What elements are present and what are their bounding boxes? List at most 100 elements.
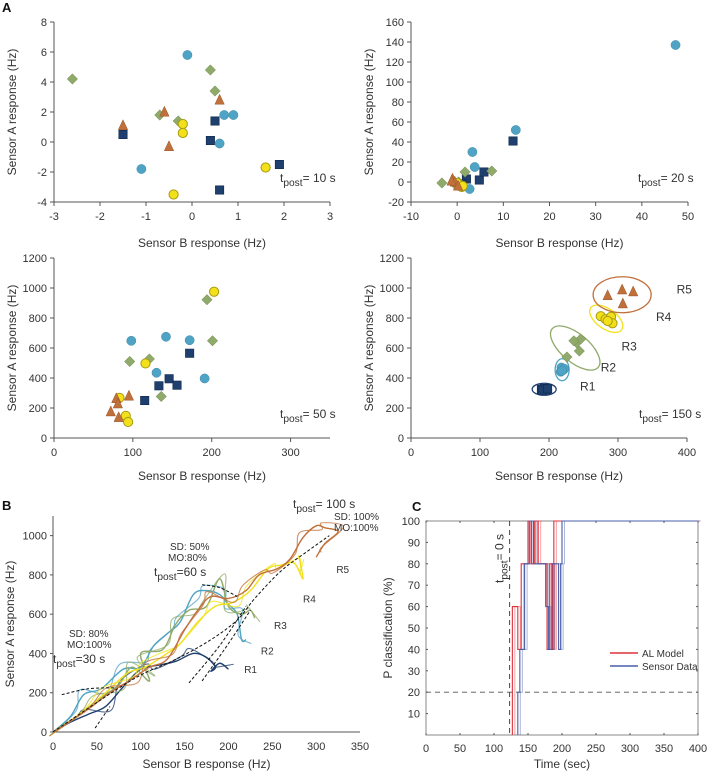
t-post-annotation: tpost= 150 s — [639, 407, 701, 425]
x-tick-label: 100 — [132, 741, 150, 753]
cluster-label: R5 — [677, 282, 693, 296]
y-tick-label: -20 — [388, 197, 404, 209]
y-tick-label: 10 — [408, 709, 420, 721]
point-R1 — [185, 348, 195, 358]
region-label: R5 — [336, 565, 349, 576]
y-tick-label: 40 — [408, 644, 420, 656]
point-R2 — [126, 335, 137, 346]
t-post-annotation: tpost= 20 s — [638, 171, 694, 189]
panel-C: 0 50 100 150 200 250 300 350 400 10 20 30 40 50 60 70 80… — [381, 516, 707, 771]
y-tick-label: 20 — [392, 157, 404, 169]
annotation-line: MO:100% — [67, 640, 112, 651]
y-tick-label: 600 — [29, 343, 47, 355]
y-tick-label: 90 — [408, 537, 420, 549]
point-R3 — [573, 345, 585, 357]
point-R1 — [474, 175, 484, 185]
point-R2 — [136, 164, 147, 174]
y-tick-label: 0 — [41, 433, 47, 445]
point-R5 — [163, 140, 175, 151]
x-tick-label: -2 — [95, 211, 105, 223]
y-tick-label: -4 — [37, 197, 47, 209]
point-R2 — [214, 138, 225, 149]
y-tick-label: 400 — [386, 373, 404, 385]
point-R3 — [459, 166, 471, 178]
t-post-annotation: tpost=30 s — [53, 652, 105, 670]
x-tick-label: 350 — [351, 741, 369, 753]
point-R3 — [155, 390, 167, 403]
x-tick-label: 50 — [682, 211, 694, 223]
dashed-mean-trajectory — [52, 535, 330, 733]
x-axis-label: Time (sec) — [534, 757, 590, 771]
point-R4 — [208, 286, 220, 297]
y-axis-label: Sensor A response (Hz) — [3, 561, 17, 688]
panel-A1: -3 -2 -1 0 1 2 3 -4 -2 0 2 4 6 8 Sensor A response (Hz… — [5, 17, 336, 250]
region-label: R3 — [274, 621, 287, 632]
y-axis-label: Sensor A response (Hz) — [362, 285, 376, 412]
cluster-label: R2 — [601, 360, 617, 374]
point-R2 — [670, 40, 681, 50]
y-tick-label: 60 — [408, 602, 420, 614]
x-tick-label: 300 — [609, 447, 627, 459]
tpost-label: tpost= 0 s — [493, 534, 511, 583]
x-tick-label: 0 — [51, 447, 57, 459]
y-tick-label: 0 — [398, 177, 404, 189]
x-axis-label: Sensor B response (Hz) — [495, 469, 623, 483]
point-R1 — [543, 384, 553, 394]
annotation-line: MO:80% — [168, 553, 207, 564]
point-R3 — [568, 335, 580, 347]
y-tick-label: 2 — [41, 107, 47, 119]
y-tick-label: 1200 — [23, 253, 47, 265]
point-R5 — [446, 174, 457, 186]
trajectory-R1 — [52, 652, 229, 733]
point-R5 — [617, 297, 628, 309]
point-R1 — [205, 136, 215, 146]
y-tick-label: 50 — [408, 623, 420, 635]
x-tick-label: 250 — [587, 743, 605, 755]
x-tick-label: 200 — [553, 743, 571, 755]
cluster-ellipse-R4 — [589, 304, 624, 334]
point-R1 — [172, 380, 182, 390]
point-R4 — [168, 189, 179, 200]
x-tick-label: 300 — [281, 447, 299, 459]
x-tick-label: 100 — [485, 743, 503, 755]
point-R4 — [260, 162, 271, 173]
point-R3 — [201, 294, 213, 306]
point-R2 — [467, 147, 478, 157]
panel-letter-A: A — [2, 0, 12, 15]
point-R3 — [486, 165, 498, 177]
point-R4 — [123, 416, 134, 428]
annotation-line: SD: 50% — [170, 542, 210, 553]
dashed-low-branch — [94, 706, 111, 729]
y-tick-label: 140 — [386, 37, 404, 49]
y-tick-label: 600 — [29, 609, 47, 621]
x-tick-label: 50 — [454, 743, 466, 755]
x-tick-label: 10 — [497, 211, 509, 223]
dashed-t30-isochrone — [61, 687, 115, 696]
y-tick-label: 200 — [386, 403, 404, 415]
x-tick-label: 20 — [543, 211, 555, 223]
panel-A3: 0 100 200 300 0 200 400 600 800 1000 1200 Sensor A … — [5, 253, 336, 483]
point-R5 — [112, 397, 123, 409]
point-R1 — [140, 395, 150, 405]
step-line-sensor_data — [517, 520, 698, 735]
x-tick-label: 0 — [50, 741, 56, 753]
x-tick-label: -1 — [141, 211, 151, 223]
cluster-ellipse-R1 — [531, 382, 557, 396]
x-tick-label: 400 — [678, 447, 696, 459]
point-R1 — [479, 167, 489, 177]
cluster-label: R4 — [656, 310, 672, 324]
point-R1 — [118, 130, 128, 140]
point-R3 — [204, 64, 216, 76]
panel-letter-B: B — [2, 498, 11, 513]
y-tick-label: 70 — [408, 580, 420, 592]
point-R5 — [159, 105, 170, 117]
point-R5 — [628, 285, 639, 297]
t-post-annotation: tpost= 50 s — [280, 407, 336, 425]
point-R2 — [199, 373, 210, 384]
y-tick-label: 120 — [386, 57, 404, 69]
region-label: R1 — [244, 665, 257, 676]
point-R1 — [154, 381, 164, 391]
trajectory-R5-trial — [49, 522, 344, 737]
y-tick-label: 80 — [408, 559, 420, 571]
